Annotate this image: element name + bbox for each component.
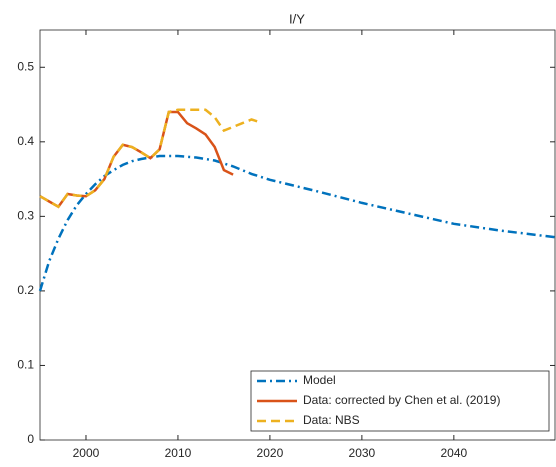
x-tick-label: 2030	[349, 446, 376, 460]
y-tick-label: 0	[27, 432, 34, 446]
x-tick-label: 2000	[73, 446, 100, 460]
y-tick-label: 0.3	[17, 209, 34, 223]
legend-label: Data: corrected by Chen et al. (2019)	[303, 393, 500, 407]
x-tick-label: 2020	[257, 446, 284, 460]
chart-title: I/Y	[289, 11, 305, 26]
legend-label: Model	[303, 373, 336, 387]
axes-box	[39, 29, 556, 441]
y-tick-label: 0.4	[17, 134, 34, 148]
legend-box	[250, 370, 550, 432]
x-tick-label: 2040	[440, 446, 467, 460]
legend-label: Data: NBS	[303, 413, 360, 427]
series-line	[38, 154, 556, 292]
y-tick-label: 0.1	[17, 358, 34, 372]
y-tick-label: 0.5	[17, 59, 34, 73]
series-line	[39, 108, 262, 209]
x-tick-label: 2010	[165, 446, 192, 460]
y-tick-label: 0.2	[17, 283, 34, 297]
